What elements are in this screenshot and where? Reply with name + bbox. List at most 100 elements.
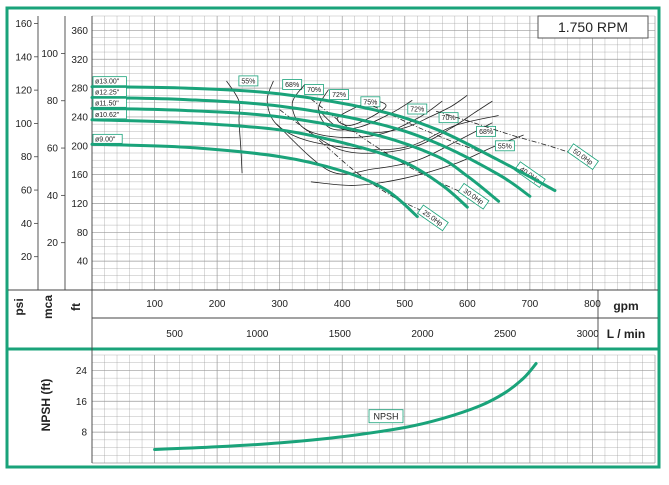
gpm-tick-labels: 100 200 300 400 500 600 700 800: [146, 299, 601, 310]
npsh-tick-labels: 8 16 24: [76, 366, 88, 439]
lmin-tick-labels: 500 1000 1500 2000 2500 3000: [166, 329, 599, 340]
ft-tick-label: 240: [71, 112, 88, 123]
psi-tick-label: 80: [21, 152, 33, 163]
efficiency-line: [303, 100, 493, 154]
title-box: [537, 15, 649, 39]
gpm-tick-label: 100: [146, 299, 163, 310]
power-label-box: [567, 143, 599, 170]
efficiency-lines: 55% 68% 70% 72% 75% 72% 70% 68% 55%: [226, 75, 524, 186]
ft-tick-label: 280: [71, 84, 88, 95]
psi-tick-label: 60: [21, 186, 33, 197]
efficiency-label: 72%: [410, 107, 424, 114]
power-line: [279, 109, 430, 215]
gpm-axis-label: gpm: [613, 299, 638, 313]
mca-tick-label: 20: [47, 238, 59, 249]
impeller-label-box: [92, 87, 127, 97]
gpm-tick-label: 400: [334, 299, 351, 310]
mca-axis-label: mca: [41, 295, 55, 319]
npsh-label-box: [368, 409, 404, 424]
ft-tick-label: 200: [71, 141, 88, 152]
mca-tick-label: 60: [47, 144, 59, 155]
psi-tick-label: 120: [15, 86, 32, 97]
lmin-tick-label: 500: [166, 329, 183, 340]
efficiency-label: 68%: [285, 82, 299, 89]
impeller-label: ø12.25": [95, 89, 120, 96]
efficiency-label-box: [476, 125, 497, 137]
ft-tick-labels: 40 80 120 160 200 240 280 320 360: [71, 26, 88, 268]
gpm-tick-label: 500: [396, 299, 413, 310]
mca-tick-label: 40: [47, 191, 59, 202]
lmin-tick-label: 2000: [411, 329, 434, 340]
npsh-tick-label: 8: [81, 428, 87, 439]
efficiency-label: 68%: [479, 129, 493, 136]
psi-tick-labels: 20 40 60 80 100 120 140 160: [15, 19, 38, 263]
gpm-tick-label: 200: [209, 299, 226, 310]
impeller-curve: [90, 142, 419, 218]
impeller-label: ø10.62": [95, 112, 120, 119]
efficiency-label-box: [282, 79, 303, 90]
mca-tick-labels: 20 40 60 80 100: [41, 49, 65, 249]
efficiency-label: 70%: [442, 115, 456, 122]
npsh-curve: [153, 362, 538, 451]
chart-title: 1.750 RPM: [558, 19, 628, 35]
impeller-curve: [90, 106, 501, 203]
efficiency-label-box: [407, 103, 428, 115]
efficiency-label: 55%: [498, 143, 512, 150]
gpm-tick-label: 800: [584, 299, 601, 310]
ft-tick-label: 80: [77, 228, 89, 239]
ft-axis-label: ft: [69, 303, 83, 311]
gpm-tick-label: 300: [271, 299, 288, 310]
efficiency-label-box: [360, 96, 381, 108]
efficiency-line: [226, 80, 243, 174]
psi-tick-label: 40: [21, 219, 33, 230]
ft-tick-label: 160: [71, 170, 88, 181]
npsh-tick-label: 24: [76, 366, 88, 377]
ft-tick-label: 360: [71, 26, 88, 37]
npsh-axis-label: NPSH (ft): [39, 379, 53, 432]
impeller-label: ø11.50": [95, 100, 119, 107]
lmin-tick-label: 1500: [329, 329, 352, 340]
ft-tick-label: 320: [71, 55, 88, 66]
npsh-curve-group: NPSH: [153, 362, 538, 451]
efficiency-label-box: [329, 89, 349, 100]
psi-tick-label: 20: [21, 252, 33, 263]
ft-tick-label: 120: [71, 199, 88, 210]
efficiency-line: [291, 84, 443, 138]
gpm-tick-label: 600: [459, 299, 476, 310]
efficiency-label: 55%: [241, 78, 255, 85]
psi-tick-label: 140: [15, 52, 32, 63]
impeller-label-box: [92, 97, 127, 108]
mca-tick-label: 100: [41, 49, 58, 60]
npsh-tick-label: 16: [76, 397, 88, 408]
psi-axis-label: psi: [12, 298, 26, 315]
psi-tick-label: 100: [15, 119, 32, 130]
impeller-curves: ø13.00" ø12.25" ø11.50" ø10.62" ø9.00": [90, 76, 557, 218]
lmin-axis-label: L / min: [607, 327, 645, 341]
npsh-label: NPSH: [374, 412, 399, 422]
efficiency-label: 75%: [363, 99, 377, 106]
efficiency-label-box: [238, 75, 259, 87]
impeller-label-box: [92, 109, 127, 120]
ft-tick-label: 40: [77, 257, 89, 268]
lmin-tick-label: 1000: [246, 329, 269, 340]
power-label-box: [457, 182, 490, 210]
impeller-label-box: [92, 133, 123, 144]
efficiency-label-box: [304, 84, 324, 95]
impeller-curve: [90, 118, 469, 209]
efficiency-line: [266, 80, 499, 151]
impeller-curve: [90, 85, 557, 192]
lmin-tick-label: 3000: [577, 329, 600, 340]
impeller-label: ø13.00": [95, 79, 120, 86]
impeller-curve: [90, 96, 532, 198]
gpm-tick-label: 700: [522, 299, 539, 310]
mca-tick-label: 80: [47, 96, 59, 107]
impeller-label-box: [92, 76, 127, 87]
efficiency-label-box: [494, 140, 515, 152]
axis-lines: [8, 16, 658, 463]
efficiency-label: 70%: [307, 87, 321, 94]
impeller-label: ø9.00": [95, 136, 116, 143]
psi-tick-label: 160: [15, 19, 32, 30]
lmin-tick-label: 2500: [494, 329, 517, 340]
efficiency-label: 72%: [332, 92, 346, 99]
